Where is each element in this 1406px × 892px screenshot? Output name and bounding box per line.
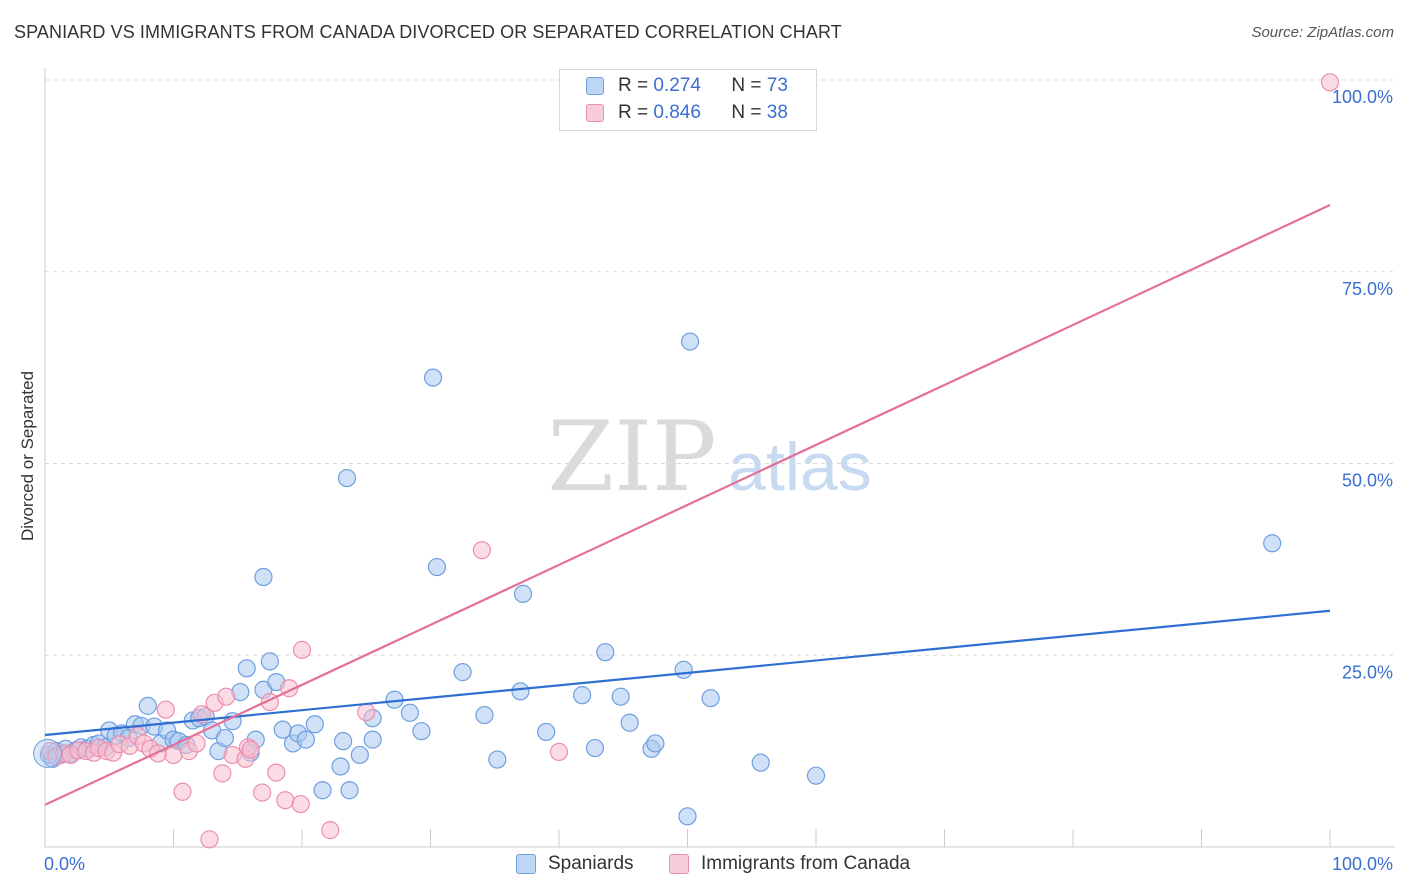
spaniard-point — [237, 659, 256, 678]
spaniard-point — [260, 652, 279, 671]
canada-point — [357, 702, 376, 722]
spaniard-point — [296, 730, 315, 749]
canada-point — [148, 744, 168, 763]
bottom-legend-label-canada: Immigrants from Canada — [701, 853, 911, 874]
canada-point — [1320, 73, 1340, 92]
spaniard-point — [215, 728, 234, 748]
spaniard-point — [620, 713, 639, 732]
legend-n-label: N = — [731, 102, 762, 123]
legend-n-value-spaniards: 73 — [766, 75, 788, 96]
spaniard-point — [427, 557, 447, 577]
spaniard-point — [363, 730, 382, 749]
bottom-legend-swatch-blue — [516, 854, 536, 874]
canada-point — [173, 782, 192, 801]
canada-point — [217, 687, 236, 706]
spaniard-point — [412, 722, 431, 741]
legend-n-value-canada: 38 — [766, 102, 788, 123]
spaniard-point — [400, 703, 420, 722]
canada-point — [156, 700, 175, 719]
canada-point — [241, 740, 260, 759]
spaniard-point — [611, 687, 630, 706]
legend-r-value-canada: 0.846 — [653, 102, 701, 123]
spaniard-point — [596, 643, 615, 662]
spaniard-point — [806, 766, 826, 785]
canada-point — [291, 794, 310, 814]
legend-r-label: R = — [618, 102, 649, 123]
canada-point — [292, 640, 312, 659]
canada-point — [321, 821, 340, 840]
canada-point — [549, 742, 569, 761]
spaniard-point — [423, 368, 443, 387]
spaniard-point — [701, 689, 720, 708]
canada-point — [267, 763, 286, 782]
chart-title: SPANIARD VS IMMIGRANTS FROM CANADA DIVOR… — [14, 22, 842, 42]
axes — [44, 68, 1395, 848]
bottom-legend-canada: Immigrants from Canada — [669, 851, 910, 877]
legend-row-canada: R = 0.846 N = 38 — [586, 101, 788, 125]
points — [33, 73, 1340, 849]
legend-row-spaniards: R = 0.274 N = 73 — [586, 74, 788, 98]
gridlines — [45, 79, 1395, 656]
legend-swatch-blue — [586, 77, 604, 95]
canada-point — [276, 791, 295, 810]
trend-lines — [44, 204, 1331, 806]
watermark-zip: ZIP — [547, 401, 716, 513]
correlation-legend: R = 0.274 N = 73 R = 0.846 N = 38 — [559, 69, 817, 131]
spaniard-point — [511, 682, 530, 701]
y-tick-label: 25.0% — [1342, 662, 1393, 682]
spaniard-point — [585, 738, 605, 758]
x-tick-label: 0.0% — [44, 854, 85, 874]
spaniard-point — [138, 696, 157, 715]
spaniard-point — [305, 715, 324, 734]
spaniard-point — [453, 663, 472, 682]
spaniard-trend-line — [44, 609, 1331, 737]
y-tick-label: 50.0% — [1342, 471, 1393, 491]
spaniard-point — [488, 750, 507, 769]
spaniard-point — [678, 807, 697, 826]
bottom-legend-spaniards: Spaniards — [516, 851, 634, 877]
spaniard-point — [350, 745, 369, 765]
canada-point — [213, 764, 232, 783]
canada-point — [200, 830, 219, 849]
tick-labels: 25.0% 50.0% 75.0% 100.0% 0.0% 100.0% — [44, 87, 1393, 874]
legend-swatch-pink — [586, 104, 604, 122]
spaniard-point — [1263, 534, 1282, 553]
spaniard-point — [573, 686, 592, 705]
spaniard-point — [340, 781, 359, 800]
canada-point — [164, 745, 183, 765]
watermark-atlas: atlas — [728, 429, 872, 505]
canada-trend-line — [44, 204, 1331, 806]
y-tick-label: 100.0% — [1332, 87, 1393, 107]
watermark: ZIP atlas — [547, 401, 871, 513]
bottom-legend-label-spaniards: Spaniards — [548, 853, 634, 874]
spaniard-point — [254, 567, 273, 587]
spaniard-point — [537, 722, 556, 742]
spaniard-point — [513, 584, 533, 603]
legend-r-label: R = — [618, 75, 649, 96]
spaniard-point — [646, 734, 665, 753]
canada-point — [472, 541, 491, 560]
legend-n-label: N = — [731, 75, 762, 96]
spaniard-point — [313, 781, 332, 800]
canada-point — [253, 783, 272, 802]
bottom-legend-swatch-pink — [669, 854, 689, 874]
source-note: Source: ZipAtlas.com — [1251, 24, 1394, 41]
spaniard-point — [751, 753, 770, 772]
spaniard-point — [334, 732, 353, 751]
spaniard-point — [475, 705, 494, 725]
spaniard-point — [674, 660, 693, 679]
spaniard-point — [680, 332, 700, 351]
spaniard-point — [337, 468, 357, 488]
spaniard-point — [331, 757, 350, 776]
y-tick-label: 75.0% — [1342, 279, 1393, 299]
legend-r-value-spaniards: 0.274 — [653, 75, 701, 96]
x-tick-label: 100.0% — [1332, 854, 1393, 874]
spaniard-point — [33, 738, 63, 768]
